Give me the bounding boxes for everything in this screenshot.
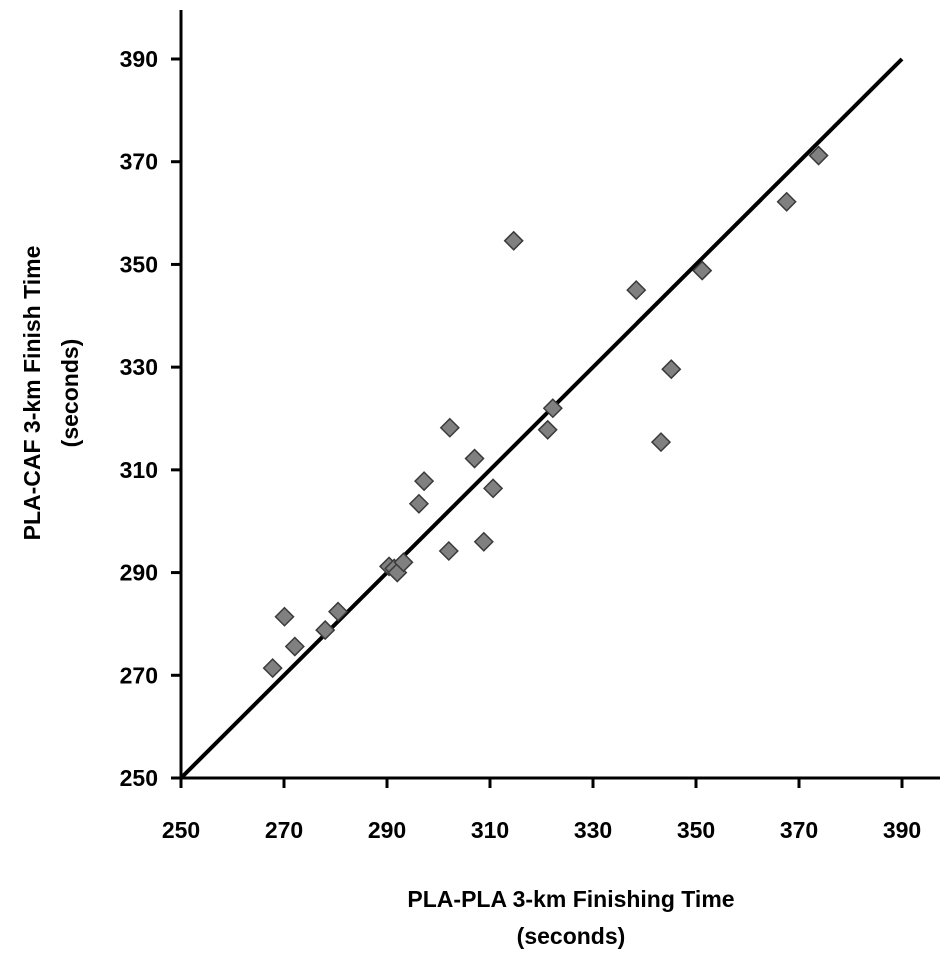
x-tick-label: 270 bbox=[265, 817, 303, 843]
data-point bbox=[776, 191, 797, 212]
data-points bbox=[262, 145, 829, 679]
data-point bbox=[542, 398, 563, 419]
y-axis-title: PLA-CAF 3-km Finish Time (seconds) bbox=[19, 246, 83, 541]
data-point bbox=[274, 606, 295, 627]
data-point bbox=[393, 552, 414, 573]
x-tick-label: 310 bbox=[471, 817, 509, 843]
x-tick-label: 330 bbox=[574, 817, 612, 843]
x-axis-title: PLA-PLA 3-km Finishing Time (seconds) bbox=[407, 886, 734, 949]
data-point bbox=[328, 601, 349, 622]
data-point bbox=[262, 658, 283, 679]
data-point bbox=[661, 359, 682, 380]
x-tick-label: 390 bbox=[883, 817, 921, 843]
y-tick-label: 270 bbox=[120, 662, 158, 688]
y-axis-title-line: (seconds) bbox=[57, 339, 83, 448]
y-tick-label: 370 bbox=[120, 149, 158, 175]
y-axis-ticks: 250 270 290 310 330 350 370 390 bbox=[120, 46, 181, 791]
data-point bbox=[503, 230, 524, 251]
data-point bbox=[483, 478, 504, 499]
data-point bbox=[438, 540, 459, 562]
data-point bbox=[439, 417, 460, 438]
data-point bbox=[473, 531, 494, 552]
data-point bbox=[284, 636, 305, 657]
y-tick-label: 350 bbox=[120, 251, 158, 277]
y-tick-label: 290 bbox=[120, 560, 158, 586]
y-tick-label: 330 bbox=[120, 354, 158, 380]
x-tick-label: 250 bbox=[162, 817, 200, 843]
plot-area: 250 270 290 310 330 350 370 390 250 270 290 310 330… bbox=[120, 10, 940, 843]
x-axis-ticks: 250 270 290 310 330 350 370 390 bbox=[162, 778, 921, 843]
x-tick-label: 290 bbox=[368, 817, 406, 843]
y-tick-label: 250 bbox=[120, 765, 158, 791]
data-point bbox=[414, 471, 435, 492]
y-tick-label: 310 bbox=[120, 457, 158, 483]
data-point bbox=[537, 419, 558, 440]
data-point bbox=[692, 260, 713, 281]
x-axis-title-line: (seconds) bbox=[517, 923, 626, 949]
data-point bbox=[650, 432, 672, 453]
data-point bbox=[315, 620, 336, 641]
x-tick-label: 370 bbox=[780, 817, 818, 843]
data-point bbox=[464, 448, 485, 469]
x-tick-label: 350 bbox=[677, 817, 715, 843]
data-point bbox=[408, 493, 429, 514]
y-tick-label: 390 bbox=[120, 46, 158, 72]
y-axis-title-line: PLA-CAF 3-km Finish Time bbox=[19, 246, 45, 541]
x-axis-title-line: PLA-PLA 3-km Finishing Time bbox=[407, 886, 734, 912]
data-point bbox=[808, 145, 829, 166]
identity-line bbox=[179, 57, 904, 780]
data-point bbox=[626, 280, 647, 301]
